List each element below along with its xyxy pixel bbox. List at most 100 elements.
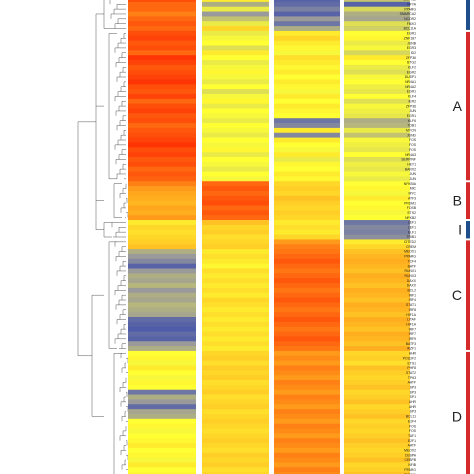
row-label: MEOX2: [404, 449, 416, 453]
heatmap-cell: [344, 69, 410, 75]
heatmap-cell: [128, 118, 196, 124]
heatmap-cell: [274, 142, 340, 148]
heatmap-cell: [202, 350, 269, 357]
heatmap-cell: [128, 45, 196, 51]
heatmap-cell: [202, 370, 269, 376]
heatmap-cell: [274, 35, 340, 42]
row-label: EGR1: [407, 32, 416, 36]
heatmap-cell: [202, 384, 269, 391]
heatmap-cell: [274, 55, 340, 61]
heatmap-cell: [274, 365, 340, 371]
cluster-bar: [466, 0, 470, 30]
heatmap-cell: [344, 312, 410, 318]
heatmap-cell: [128, 142, 196, 148]
heatmap-cell: [344, 132, 410, 139]
heatmap-cell: [202, 258, 269, 265]
heatmap-cell: [274, 278, 340, 284]
heatmap-cell: [274, 418, 340, 425]
heatmap-cell: [274, 21, 340, 27]
heatmap-cell: [128, 355, 196, 362]
heatmap-cell: [344, 220, 410, 226]
heatmap-cell: [128, 123, 196, 129]
heatmap-cell: [128, 360, 196, 366]
row-label: ELF1: [408, 230, 416, 234]
heatmap-cell: [274, 462, 340, 468]
row-label: IRF1: [409, 293, 416, 297]
heatmap-cell: [128, 195, 196, 202]
heatmap-cell: [344, 375, 410, 381]
heatmap-cell: [344, 399, 410, 405]
heatmap-cell: [344, 302, 410, 308]
heatmap-cell: [202, 307, 269, 313]
heatmap-cell: [202, 98, 269, 105]
heatmap-cell: [344, 278, 410, 284]
row-label: SP3: [410, 386, 417, 390]
heatmap-cell: [128, 283, 196, 289]
heatmap-cell: [128, 273, 196, 279]
heatmap-cell: [274, 423, 340, 429]
heatmap-cell: [128, 399, 196, 405]
heatmap-cell: [344, 60, 410, 66]
heatmap-cell: [344, 113, 410, 119]
heatmap-cell: [344, 118, 410, 124]
heatmap-cell: [202, 200, 269, 206]
row-label: ZNF187: [404, 36, 416, 40]
heatmap-cell: [344, 98, 410, 105]
heatmap-cell: [274, 399, 340, 405]
heatmap-cell: [344, 307, 410, 313]
heatmap-cell: [274, 132, 340, 139]
heatmap-cell: [128, 234, 196, 240]
heatmap-cell: [344, 157, 410, 163]
heatmap-cell: [344, 224, 410, 231]
heatmap-cell: [202, 302, 269, 308]
row-label: PPARG: [404, 468, 416, 472]
row-label: IER2: [408, 99, 416, 103]
heatmap-cell: [202, 224, 269, 231]
heatmap-cell: [202, 142, 269, 148]
heatmap-cell: [128, 103, 196, 109]
heatmap-cell: [274, 287, 340, 294]
heatmap-cell: [274, 79, 340, 85]
heatmap-cell: [128, 21, 196, 27]
heatmap-cell: [128, 40, 196, 46]
heatmap-cell: [202, 0, 269, 3]
heatmap-cell: [202, 355, 269, 362]
heatmap-cell: [274, 273, 340, 279]
row-label: JUN: [409, 177, 416, 181]
heatmap-cell: [274, 472, 340, 474]
row-label: STAT2: [406, 371, 416, 375]
heatmap-cell: [202, 1, 269, 8]
heatmap-cell: [128, 239, 196, 245]
heatmap-cell: [128, 380, 196, 386]
heatmap-cell: [274, 89, 340, 95]
heatmap-cell: [274, 103, 340, 109]
heatmap-cell: [202, 409, 269, 415]
row-label: JUN: [409, 172, 416, 176]
heatmap-cell: [202, 389, 269, 395]
row-label: HIF1A: [406, 313, 416, 317]
heatmap-cell: [128, 205, 196, 211]
heatmap-cell: [202, 11, 269, 17]
heatmap-cell: [202, 380, 269, 386]
row-label: ETS1: [408, 361, 417, 365]
cluster-label: B: [453, 193, 462, 209]
heatmap-cell: [128, 443, 196, 449]
row-label: JUNB: [407, 41, 417, 45]
row-label: CREM: [406, 245, 416, 249]
row-label: AHR: [409, 352, 417, 356]
heatmap-cell: [344, 127, 410, 134]
row-label: JUND: [407, 133, 417, 137]
heatmap-cell: [128, 55, 196, 61]
heatmap-cell: [202, 253, 269, 260]
heatmap-cell: [274, 326, 340, 332]
heatmap-cell: [344, 273, 410, 279]
heatmap-cell: [344, 365, 410, 371]
heatmap-cell: [202, 195, 269, 202]
heatmap-cell: [344, 152, 410, 158]
heatmap-cell: [274, 113, 340, 119]
heatmap-cell: [274, 195, 340, 202]
heatmap-cell: [128, 30, 196, 37]
heatmap-cell: [202, 433, 269, 439]
heatmap-cell: [274, 317, 340, 323]
heatmap-cell: [128, 409, 196, 415]
